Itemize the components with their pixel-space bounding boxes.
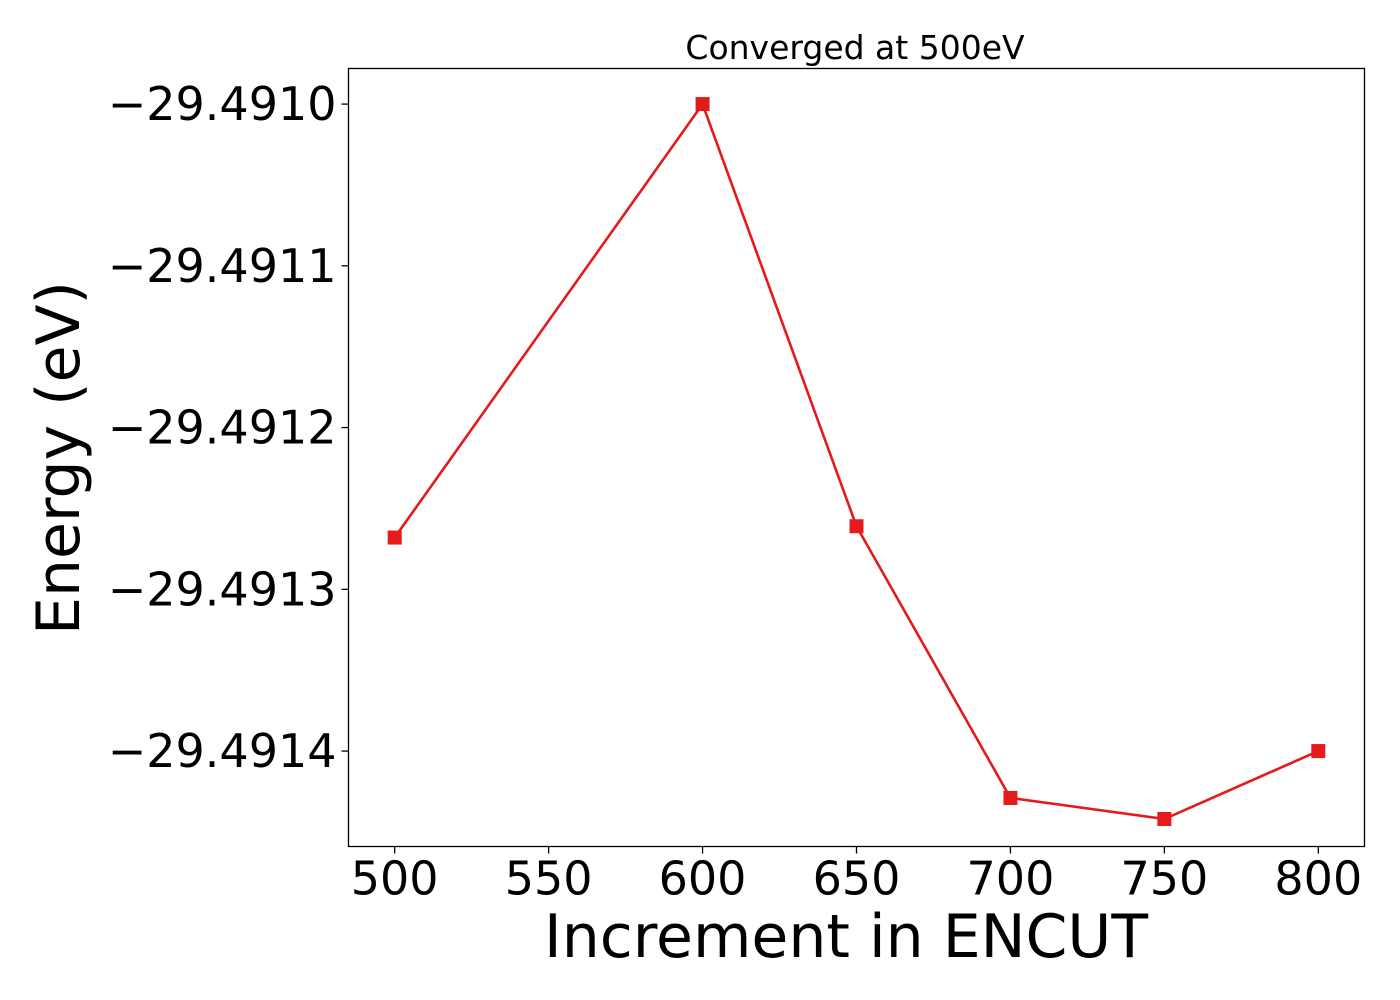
data-point-marker bbox=[1003, 790, 1018, 805]
x-tick-label: 750 bbox=[1120, 852, 1208, 906]
x-tick-label: 800 bbox=[1274, 852, 1362, 906]
data-point-marker bbox=[695, 97, 710, 112]
data-point-marker bbox=[849, 519, 864, 534]
x-tick-label: 700 bbox=[967, 852, 1055, 906]
series-layer bbox=[387, 97, 1326, 827]
y-tick-label: −29.4912 bbox=[108, 401, 337, 455]
x-tick-label: 600 bbox=[659, 852, 747, 906]
x-tick-label: 550 bbox=[505, 852, 593, 906]
series-line bbox=[393, 102, 1319, 821]
y-axis-label: Energy (eV) bbox=[24, 281, 94, 635]
x-tick-label: 650 bbox=[813, 852, 901, 906]
y-tick-label: −29.4910 bbox=[108, 77, 337, 131]
plot-area-frame bbox=[347, 67, 1366, 848]
y-tick-label: −29.4913 bbox=[108, 562, 337, 616]
data-point-marker bbox=[1157, 812, 1172, 827]
ticks-layer: 500 550 600 650 700 750 800 −29.4910 −29.4911 −29… bbox=[108, 77, 1362, 905]
y-tick-label: −29.4914 bbox=[108, 724, 337, 778]
x-tick-label: 500 bbox=[351, 852, 439, 906]
data-point-marker bbox=[387, 530, 402, 545]
x-axis-label: Increment in ENCUT bbox=[544, 902, 1148, 972]
chart-title: Converged at 500eV bbox=[685, 28, 1025, 67]
y-tick-label: −29.4911 bbox=[108, 239, 337, 293]
data-point-marker bbox=[1311, 744, 1326, 759]
